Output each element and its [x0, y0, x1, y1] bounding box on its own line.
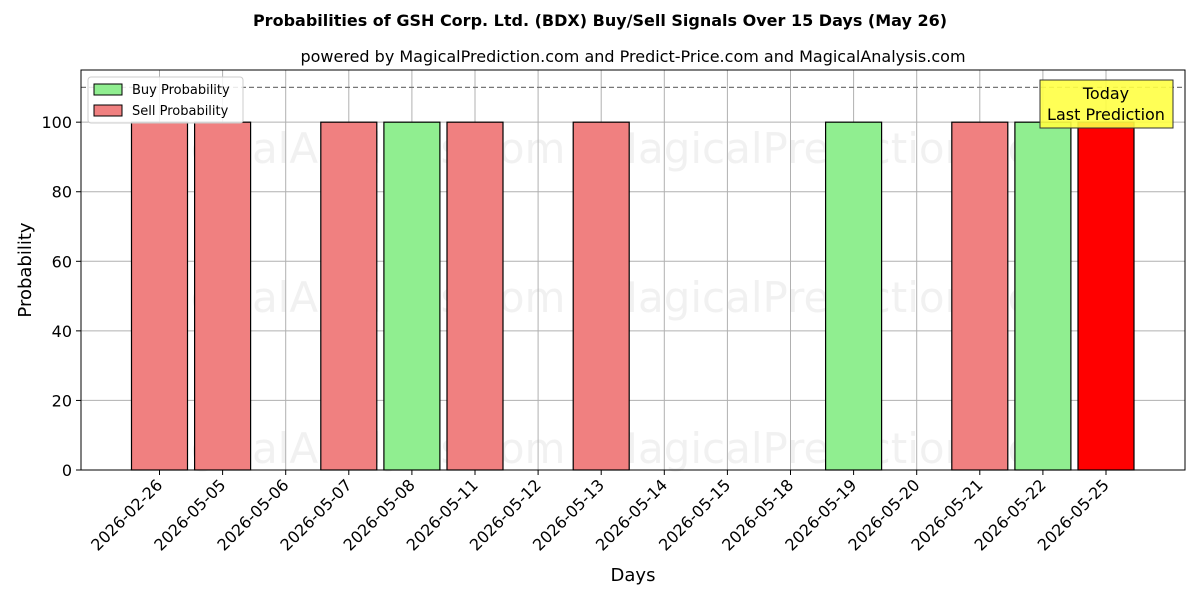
y-tick-label: 60	[52, 252, 72, 271]
sell-probability-bar	[951, 121, 1009, 471]
sell-probability-bar	[130, 121, 189, 471]
legend: Buy Probability Sell Probability	[87, 76, 244, 124]
sell-probability-bar	[572, 121, 630, 471]
annotation-text: Last Prediction	[1047, 105, 1165, 124]
legend-box	[87, 76, 244, 124]
buy-probability-bar	[824, 121, 883, 471]
y-tick-label: 80	[52, 183, 72, 202]
y-tick-label: 20	[52, 391, 72, 410]
legend-swatch	[93, 83, 123, 96]
buy-probability-bar	[1014, 121, 1072, 471]
today-annotation: Today Last Prediction	[1039, 79, 1174, 129]
y-tick-label: 0	[62, 461, 72, 480]
buy-probability-bar	[383, 121, 441, 471]
y-tick-label: 100	[41, 113, 72, 132]
legend-label: Sell Probability	[132, 104, 229, 119]
annotation-text: Today	[1082, 84, 1129, 103]
legend-label: Buy Probability	[132, 83, 230, 98]
legend-swatch	[93, 104, 123, 117]
y-tick-label: 40	[52, 322, 72, 341]
chart-title: Probabilities of GSH Corp. Ltd. (BDX) Bu…	[253, 11, 947, 30]
y-axis-label: Probability	[15, 222, 36, 317]
sell-probability-bar	[320, 121, 378, 471]
sell-probability-bar	[194, 121, 252, 471]
sell-probability-bar	[1077, 121, 1135, 471]
annotation-box	[1039, 79, 1174, 129]
x-axis-label: Days	[611, 565, 656, 586]
plot-frame	[80, 69, 1186, 471]
sell-probability-bar	[446, 121, 504, 471]
chart-subtitle: powered by MagicalPrediction.com and Pre…	[300, 47, 965, 66]
